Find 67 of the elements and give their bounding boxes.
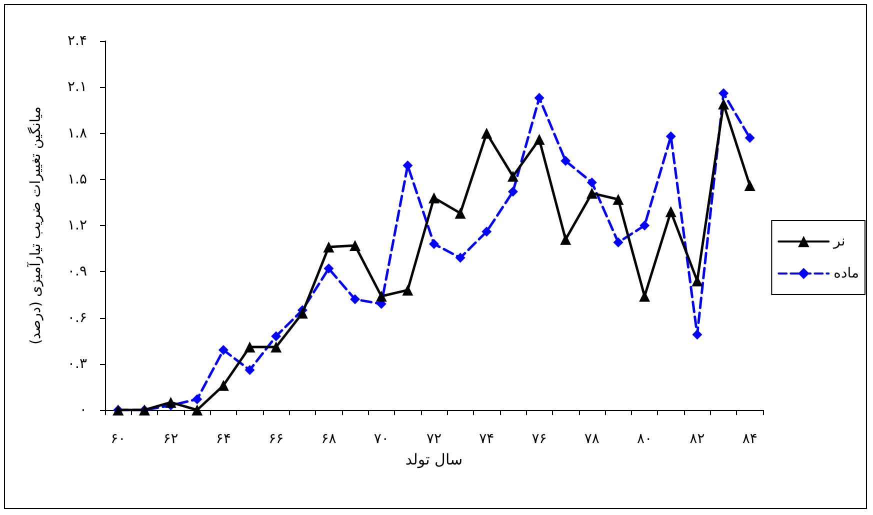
point — [586, 177, 597, 188]
x-tick-label: ۷۲ — [426, 431, 442, 447]
y-tick-label: ۱.۸ — [68, 125, 88, 142]
point — [323, 242, 334, 253]
x-tick-label: ۷۶ — [532, 431, 547, 447]
point — [165, 396, 176, 408]
point — [507, 170, 518, 182]
point — [428, 192, 440, 204]
y-tick-label: ۲.۱ — [68, 79, 87, 96]
x-tick-label: ۶۴ — [216, 431, 231, 447]
point — [350, 240, 361, 251]
point — [692, 330, 702, 340]
y-tick-label: ۰.۹ — [68, 264, 87, 280]
point — [744, 180, 756, 192]
point — [534, 92, 544, 103]
point — [481, 128, 492, 139]
x-axis-title: سال تولد — [405, 450, 463, 468]
x-tick-label: ۶۲ — [163, 431, 178, 447]
point — [270, 341, 282, 352]
point — [192, 394, 202, 404]
x-tick-label: ۷۴ — [479, 431, 494, 447]
point — [586, 188, 598, 199]
point — [613, 237, 624, 248]
x-tick-label: ۷۰ — [374, 431, 389, 447]
point — [244, 341, 256, 352]
y-tick-label: ۰.۳ — [68, 356, 88, 372]
point — [218, 380, 229, 391]
point — [324, 264, 334, 274]
y-tick-label: ۰ — [79, 402, 87, 418]
point — [560, 156, 571, 166]
y-tick-label: ۱.۵ — [68, 171, 87, 188]
x-tick-label: ۶۶ — [268, 431, 284, 447]
point — [508, 186, 518, 197]
point — [640, 220, 650, 230]
point — [402, 284, 414, 296]
x-tick-label: ۸۰ — [637, 431, 652, 447]
point — [612, 194, 624, 205]
x-tick-label: ۶۸ — [321, 431, 337, 447]
point — [482, 226, 492, 237]
x-tick-label: ۷۸ — [584, 431, 600, 447]
point — [639, 290, 650, 302]
y-tick-label: ۱.۲ — [68, 218, 87, 234]
point — [218, 345, 228, 356]
point — [296, 308, 308, 319]
x-tick-label: ۸۲ — [690, 431, 705, 447]
point — [666, 131, 676, 142]
point — [744, 132, 755, 143]
y-tick-label: ۲.۴ — [68, 33, 87, 49]
legend-label: نر — [832, 234, 846, 250]
point — [376, 290, 387, 302]
point — [192, 404, 203, 416]
point — [429, 238, 439, 249]
point — [718, 88, 729, 98]
point — [665, 206, 676, 218]
point — [454, 208, 466, 219]
point — [350, 294, 360, 304]
point — [244, 365, 255, 376]
point — [534, 134, 545, 145]
point — [718, 98, 730, 110]
y-tick-label: ۰.۶ — [68, 310, 87, 326]
x-tick-label: ۶۰ — [110, 431, 126, 447]
x-tick-label: ۸۴ — [742, 431, 758, 447]
legend-label: ماده — [834, 266, 860, 282]
point — [271, 331, 282, 342]
point — [560, 234, 572, 245]
point — [455, 252, 466, 263]
y-axis-title: میانگین تغییرات ضریب تیارآمیزی (درصد) — [26, 106, 44, 345]
